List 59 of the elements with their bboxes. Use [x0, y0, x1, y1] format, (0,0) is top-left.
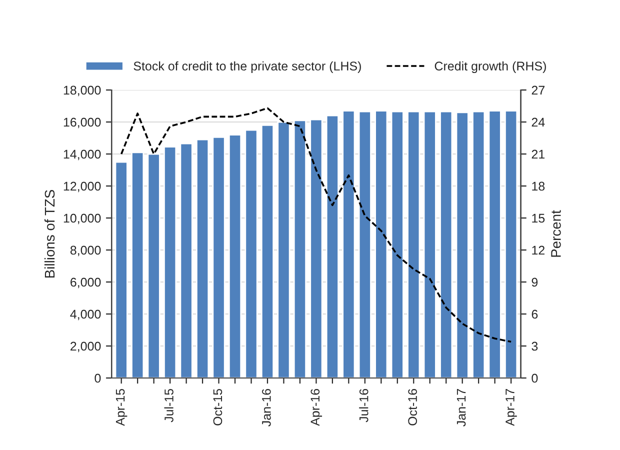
y-tick-label: 4,000 — [70, 310, 101, 320]
bar — [164, 146, 177, 378]
y2-tick-label: 21 — [532, 150, 545, 159]
legend-label: Stock of credit to the private sector (LHS) — [134, 61, 361, 73]
bar — [358, 110, 372, 378]
y-tick-label: 12,000 — [64, 182, 101, 192]
y2-tick-label: 12 — [532, 246, 544, 255]
bar — [260, 124, 274, 378]
y2-tick-label: 24 — [532, 118, 545, 127]
y-tick-label: 6,000 — [70, 278, 101, 288]
bar — [114, 161, 128, 378]
bar — [293, 120, 307, 378]
bar — [228, 134, 242, 378]
line-series — [120, 107, 512, 343]
x-tick-label: Apr-16 — [310, 388, 322, 426]
bar — [244, 129, 258, 378]
x-tick-label: Jul-15 — [164, 388, 174, 422]
y-tick-label: 2,000 — [70, 342, 101, 352]
bar — [488, 110, 502, 378]
bar — [390, 110, 404, 378]
bar — [423, 110, 436, 378]
bar — [180, 142, 193, 378]
bar — [440, 110, 453, 378]
y2-tick-label: 18 — [532, 182, 545, 191]
y-tick-label: 16,000 — [64, 118, 101, 128]
y-tick-label: 10,000 — [64, 214, 101, 224]
y2-tick-label: 27 — [532, 86, 544, 95]
y-tick-label: 18,000 — [64, 86, 101, 96]
x-tick-label: Apr-17 — [506, 389, 517, 426]
bar — [342, 110, 356, 378]
y2-tick-label: 3 — [532, 342, 538, 351]
bar — [131, 152, 144, 378]
y2-tick-label: 15 — [532, 214, 545, 223]
legend-label: Credit growth (RHS) — [434, 61, 546, 73]
bar — [277, 121, 290, 378]
bar — [196, 138, 210, 378]
y-axis-title: Billions of TZS — [44, 190, 55, 278]
x-tick-label: Jul-16 — [359, 388, 368, 422]
x-tick-label: Oct-15 — [213, 388, 222, 426]
y2-tick-label: 0 — [532, 374, 538, 383]
y2-tick-label: 6 — [532, 310, 538, 319]
y-tick-label: 0 — [94, 374, 101, 383]
x-tick-label: Jan-17 — [456, 389, 466, 426]
bar — [310, 118, 323, 378]
y-tick-label: 14,000 — [64, 150, 101, 160]
y2-tick-label: 9 — [532, 278, 538, 287]
x-tick-label: Oct-16 — [408, 388, 417, 426]
bar — [407, 110, 420, 378]
bar — [456, 112, 469, 378]
y2-axis-title: Percent — [551, 210, 561, 257]
bar — [472, 110, 486, 378]
y-tick-label: 8,000 — [70, 246, 101, 256]
bar — [326, 114, 339, 378]
bar — [504, 110, 518, 378]
x-tick-label: Jan-16 — [262, 388, 271, 426]
bar — [212, 136, 226, 378]
bar — [374, 110, 388, 378]
bar — [147, 153, 160, 378]
x-tick-label: Apr-15 — [116, 388, 128, 426]
